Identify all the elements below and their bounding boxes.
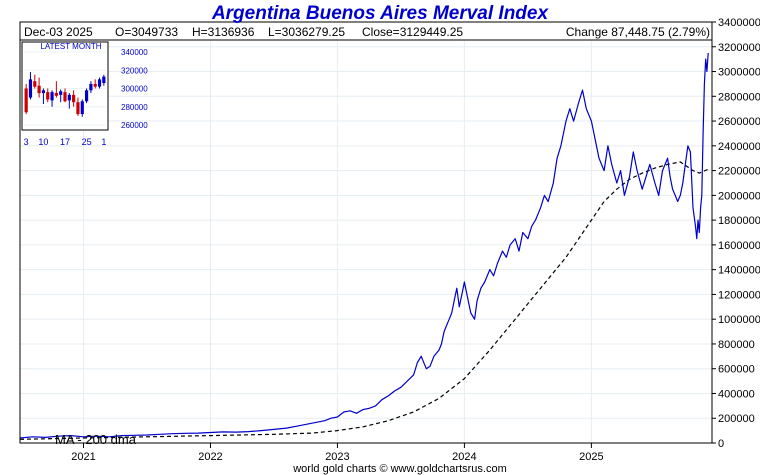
inset-y-tick-label: 260000 [121, 121, 148, 130]
price-layer [19, 52, 709, 439]
inset-candle-body [97, 79, 102, 87]
inset-y-tick-label: 280000 [121, 103, 148, 112]
inset-candle-body [28, 79, 33, 98]
y-tick-label: 1200000 [718, 289, 760, 301]
inset-title: LATEST MONTH [40, 42, 101, 51]
y-tick-label: 3400000 [718, 17, 760, 29]
inset-candle-body [76, 102, 80, 115]
y-tick-label: 0 [718, 438, 724, 450]
inset-candle-body [93, 83, 97, 87]
inset-x-tick-label: 25 [82, 137, 92, 147]
chart-title: Argentina Buenos Aires Merval Index [211, 3, 550, 24]
info-change: Change 87,448.75 (2.79%) [566, 25, 710, 39]
inset-candle-body [46, 92, 50, 100]
y-axis: 0 200000 400000 600000 800000 1000000 1200000 1… [712, 17, 760, 450]
y-tick-label: 600000 [718, 364, 755, 376]
inset-candle-body [59, 91, 63, 95]
ma-legend-label: MA - 200 dma [55, 432, 137, 447]
inset-y-axis: 260000 280000 300000 320000 340000 [121, 48, 148, 130]
inset-candle-body [63, 92, 67, 102]
info-close: Close=3129449.25 [362, 25, 463, 39]
y-tick-label: 1800000 [718, 215, 760, 227]
inset-candle-body [84, 90, 89, 102]
x-tick-label: 2021 [71, 451, 95, 463]
y-tick-label: 2000000 [718, 190, 760, 202]
inset-candle-body [89, 83, 93, 91]
inset-candle-body [50, 92, 54, 101]
x-tick-label: 2023 [325, 451, 349, 463]
inset-x-axis: 3 10 17 25 1 [24, 137, 107, 147]
y-tick-label: 3200000 [718, 42, 760, 54]
inset-x-tick-label: 3 [24, 137, 29, 147]
inset-x-tick-label: 10 [38, 137, 48, 147]
inset-candles [24, 72, 106, 117]
inset-candle-body [67, 94, 71, 101]
x-tick-label: 2025 [579, 451, 603, 463]
inset-candle-body [54, 93, 58, 96]
ma-200-line [19, 161, 709, 440]
inset-candle-body [24, 88, 28, 113]
y-tick-label: 800000 [718, 339, 755, 351]
plot-frame [19, 21, 713, 444]
inset-candle-body [37, 85, 41, 94]
y-tick-label: 1600000 [718, 240, 760, 252]
grid [20, 21, 712, 444]
inset-candle-body [80, 101, 84, 115]
x-tick-label: 2024 [452, 451, 476, 463]
merval-price-line [19, 52, 709, 439]
info-date: Dec-03 2025 [24, 25, 93, 39]
info-high: H=3136936 [192, 25, 255, 39]
latest-month-inset: LATEST MONTH 260000 280000 300000 320000 340… [21, 41, 148, 147]
inset-candle-body [72, 94, 76, 103]
inset-candle-body [41, 90, 46, 94]
y-tick-label: 2800000 [718, 91, 760, 103]
inset-candle-body [33, 81, 37, 87]
inset-y-tick-label: 340000 [121, 48, 148, 57]
footer-credit: world gold charts © www.goldchartsrus.co… [292, 463, 507, 475]
y-tick-label: 200000 [718, 413, 755, 425]
ma-layer [19, 161, 709, 440]
y-tick-label: 2200000 [718, 166, 760, 178]
inset-x-tick-label: 17 [60, 137, 70, 147]
y-tick-label: 1400000 [718, 265, 760, 277]
inset-x-tick-label: 1 [101, 137, 106, 147]
x-axis: 2021 2022 2023 2024 2025 [71, 443, 604, 463]
y-tick-label: 400000 [718, 388, 755, 400]
y-tick-label: 1000000 [718, 314, 760, 326]
y-tick-label: 2600000 [718, 116, 760, 128]
x-tick-label: 2022 [198, 451, 222, 463]
inset-candle-body [102, 76, 106, 84]
info-open: O=3049733 [115, 25, 178, 39]
inset-y-tick-label: 300000 [121, 85, 148, 94]
info-low: L=3036279.25 [268, 25, 345, 39]
inset-y-tick-label: 320000 [121, 66, 148, 75]
y-tick-label: 3000000 [718, 67, 760, 79]
y-tick-label: 2400000 [718, 141, 760, 153]
